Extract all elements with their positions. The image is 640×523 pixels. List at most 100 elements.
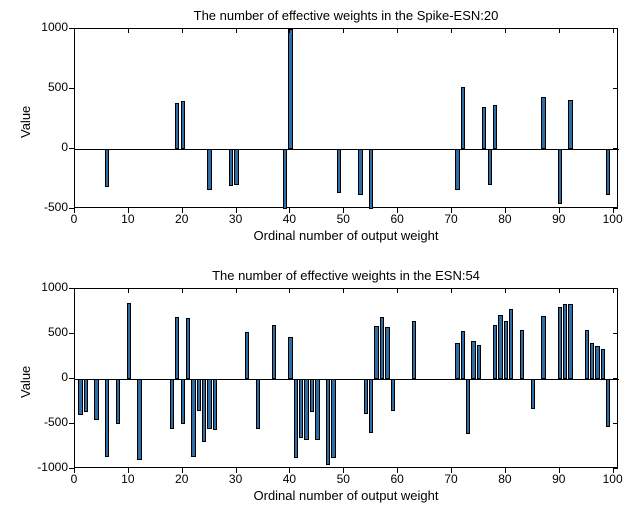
x-tick-label: 20 [162, 212, 202, 226]
bar-0-6 [283, 149, 287, 209]
bar-1-47 [563, 304, 567, 379]
bar-1-11 [191, 379, 195, 457]
bar-1-40 [498, 315, 502, 379]
x-tick-mark-top [397, 28, 398, 33]
bar-0-2 [181, 101, 185, 149]
bar-1-16 [245, 332, 249, 379]
x-tick-label: 30 [216, 472, 256, 486]
bar-1-35 [461, 331, 465, 379]
chart-title-0: The number of effective weights in the S… [74, 8, 618, 23]
x-tick-label: 80 [485, 212, 525, 226]
bar-1-12 [197, 379, 201, 411]
x-tick-mark-top [289, 288, 290, 293]
bar-1-27 [364, 379, 368, 414]
y-tick-label: 0 [22, 140, 68, 154]
x-tick-label: 80 [485, 472, 525, 486]
y-tick-label: 1000 [22, 280, 68, 294]
x-tick-label: 0 [54, 472, 94, 486]
bar-1-21 [299, 379, 303, 438]
x-tick-label: 40 [269, 472, 309, 486]
bar-1-32 [391, 379, 395, 411]
bar-1-37 [471, 341, 475, 379]
bar-1-46 [558, 307, 562, 379]
x-tick-mark-top [451, 288, 452, 293]
bar-1-30 [380, 317, 384, 379]
bar-0-15 [493, 105, 497, 149]
x-tick-label: 70 [431, 212, 471, 226]
x-tick-label: 60 [377, 212, 417, 226]
y-tick-mark-right [613, 88, 618, 89]
y-tick-mark [69, 468, 74, 469]
bar-1-53 [606, 379, 610, 427]
y-tick-mark [69, 88, 74, 89]
x-tick-mark-top [559, 28, 560, 33]
bar-1-0 [78, 379, 82, 415]
bar-1-52 [601, 349, 605, 379]
bar-1-43 [520, 330, 524, 380]
bar-1-18 [272, 325, 276, 379]
x-tick-label: 10 [108, 212, 148, 226]
bar-1-15 [213, 379, 217, 430]
bar-1-1 [84, 379, 88, 412]
bar-0-11 [455, 149, 459, 190]
y-tick-label: -500 [22, 415, 68, 429]
bar-1-2 [94, 379, 98, 420]
bar-1-44 [531, 379, 535, 409]
bar-1-41 [504, 321, 508, 380]
bar-1-31 [385, 327, 389, 379]
x-tick-label: 100 [593, 472, 633, 486]
bar-1-26 [331, 379, 335, 458]
y-tick-mark-right [613, 288, 618, 289]
bar-1-13 [202, 379, 206, 442]
zero-line-1 [75, 379, 619, 380]
bar-1-50 [590, 343, 594, 379]
bar-1-33 [412, 321, 416, 380]
x-tick-mark-top [236, 28, 237, 33]
bar-1-19 [288, 337, 292, 379]
bar-0-4 [229, 149, 233, 186]
bar-0-9 [358, 149, 362, 195]
bar-1-14 [207, 379, 211, 429]
bar-1-36 [466, 379, 470, 434]
y-tick-label: 1000 [22, 20, 68, 34]
bar-1-29 [374, 326, 378, 379]
x-tick-label: 50 [323, 212, 363, 226]
zero-line-0 [75, 149, 619, 150]
bar-1-24 [315, 379, 319, 440]
bar-0-10 [369, 149, 373, 209]
x-tick-mark-top [397, 288, 398, 293]
bar-0-14 [488, 149, 492, 185]
bar-0-5 [234, 149, 238, 185]
x-tick-mark-top [236, 288, 237, 293]
bar-0-18 [568, 100, 572, 149]
x-tick-mark-top [289, 28, 290, 33]
x-tick-label: 20 [162, 472, 202, 486]
bar-0-1 [175, 103, 179, 149]
bar-0-17 [558, 149, 562, 204]
bar-1-3 [105, 379, 109, 457]
bar-1-9 [181, 379, 185, 424]
x-tick-label: 70 [431, 472, 471, 486]
bar-1-22 [304, 379, 308, 440]
bar-1-6 [137, 379, 141, 460]
bar-1-4 [116, 379, 120, 424]
x-tick-mark-top [74, 288, 75, 293]
y-tick-mark-right [613, 208, 618, 209]
y-tick-mark [69, 378, 74, 379]
x-tick-label: 40 [269, 212, 309, 226]
y-tick-mark [69, 208, 74, 209]
bar-1-10 [186, 318, 190, 379]
bar-1-23 [310, 379, 314, 412]
bar-0-16 [541, 97, 545, 149]
bar-1-39 [493, 325, 497, 379]
bar-0-19 [606, 149, 610, 195]
x-tick-label: 90 [539, 472, 579, 486]
y-tick-mark [69, 423, 74, 424]
x-tick-mark-top [343, 288, 344, 293]
y-tick-label: -1000 [22, 460, 68, 474]
bar-1-45 [541, 316, 545, 379]
x-tick-label: 50 [323, 472, 363, 486]
bar-1-48 [568, 304, 572, 379]
x-tick-mark-top [451, 28, 452, 33]
bar-1-7 [170, 379, 174, 429]
